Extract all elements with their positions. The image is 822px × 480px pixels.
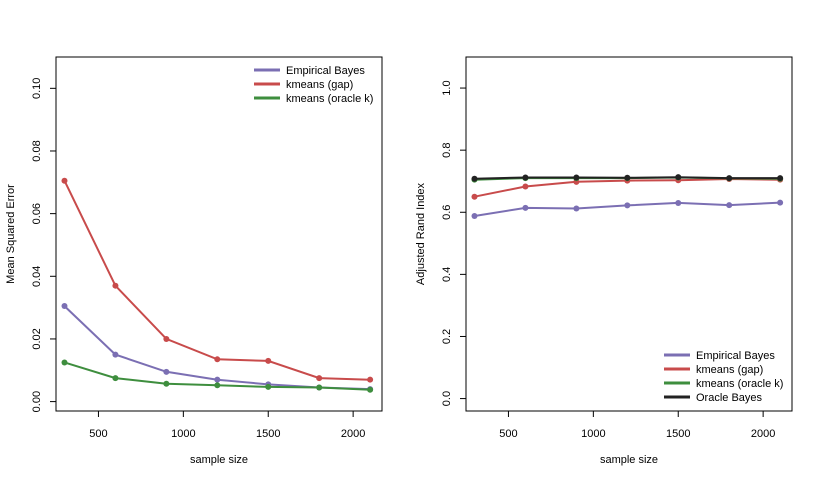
plot-frame (55, 56, 383, 412)
data-point (726, 175, 733, 182)
data-point (316, 384, 323, 391)
data-point (61, 359, 68, 366)
data-point (522, 183, 529, 190)
data-point (112, 282, 119, 289)
legend-label: kmeans (oracle k) (286, 93, 373, 105)
y-tick-label: 0.2 (441, 329, 453, 344)
data-point (214, 382, 221, 389)
y-axis-label: Adjusted Rand Index (415, 182, 427, 285)
y-tick-label: 0.8 (441, 143, 453, 158)
y-tick-label: 0.08 (31, 140, 43, 161)
data-point (61, 303, 68, 310)
data-point (624, 202, 631, 209)
legend-label: Oracle Bayes (696, 392, 763, 404)
data-point (265, 383, 272, 390)
data-point (726, 202, 733, 209)
data-point (573, 205, 580, 212)
x-tick-label: 500 (89, 428, 107, 440)
y-tick-label: 0.6 (441, 205, 453, 220)
legend-label: Empirical Bayes (696, 350, 775, 362)
data-point (573, 174, 580, 181)
y-tick-label: 0.06 (31, 203, 43, 224)
x-tick-label: 1000 (171, 428, 195, 440)
series-kmeans-oracle-k- (61, 359, 374, 393)
legend: Empirical Bayes kmeans (gap) kmeans (oracl… (664, 350, 783, 404)
data-point (214, 356, 221, 363)
data-point (522, 174, 529, 181)
data-point (265, 357, 272, 364)
chart-panel-1: 500 1000 1500 2000 0.00 0.02 0.04 0.06 0.08 0.10 s… (5, 56, 383, 466)
series-empirical-bayes (471, 199, 784, 219)
y-tick-label: 0.10 (31, 78, 43, 99)
y-tick-label: 0.0 (441, 391, 453, 406)
x-tick-label: 2000 (341, 428, 365, 440)
chart-panel-2: 500 1000 1500 2000 0.0 0.2 0.4 0.6 0.8 1.0 sample … (415, 56, 793, 466)
data-point (367, 376, 374, 383)
data-point (112, 351, 119, 358)
plot-frame (465, 56, 793, 412)
legend-label: Empirical Bayes (286, 65, 365, 77)
x-tick-label: 1000 (581, 428, 605, 440)
data-point (214, 376, 221, 383)
series-oracle-bayes (471, 174, 784, 182)
y-tick-label: 0.04 (31, 266, 43, 287)
data-point (367, 386, 374, 393)
series-kmeans-gap- (61, 177, 374, 383)
x-axis-label: sample size (190, 454, 248, 466)
x-tick-label: 1500 (666, 428, 690, 440)
legend-label: kmeans (gap) (696, 364, 763, 376)
data-point (163, 335, 170, 342)
x-tick-label: 2000 (751, 428, 775, 440)
y-tick-label: 0.00 (31, 391, 43, 412)
legend: Empirical Bayes kmeans (gap) kmeans (oracl… (254, 65, 373, 105)
data-point (163, 368, 170, 375)
data-point (112, 375, 119, 382)
data-point (777, 175, 784, 182)
y-tick-label: 1.0 (441, 80, 453, 95)
data-point (471, 175, 478, 182)
data-point (471, 212, 478, 219)
data-point (624, 174, 631, 181)
data-point (675, 174, 682, 181)
data-point (777, 199, 784, 206)
y-axis-label: Mean Squared Error (5, 184, 17, 284)
legend-label: kmeans (oracle k) (696, 378, 783, 390)
data-point (61, 177, 68, 184)
x-tick-label: 1500 (256, 428, 280, 440)
x-tick-label: 500 (499, 428, 517, 440)
data-point (675, 199, 682, 206)
data-point (471, 193, 478, 200)
data-point (522, 204, 529, 211)
data-point (163, 380, 170, 387)
y-tick-label: 0.02 (31, 328, 43, 349)
legend-label: kmeans (gap) (286, 79, 353, 91)
y-tick-label: 0.4 (441, 267, 453, 282)
x-axis-label: sample size (600, 454, 658, 466)
data-point (316, 375, 323, 382)
